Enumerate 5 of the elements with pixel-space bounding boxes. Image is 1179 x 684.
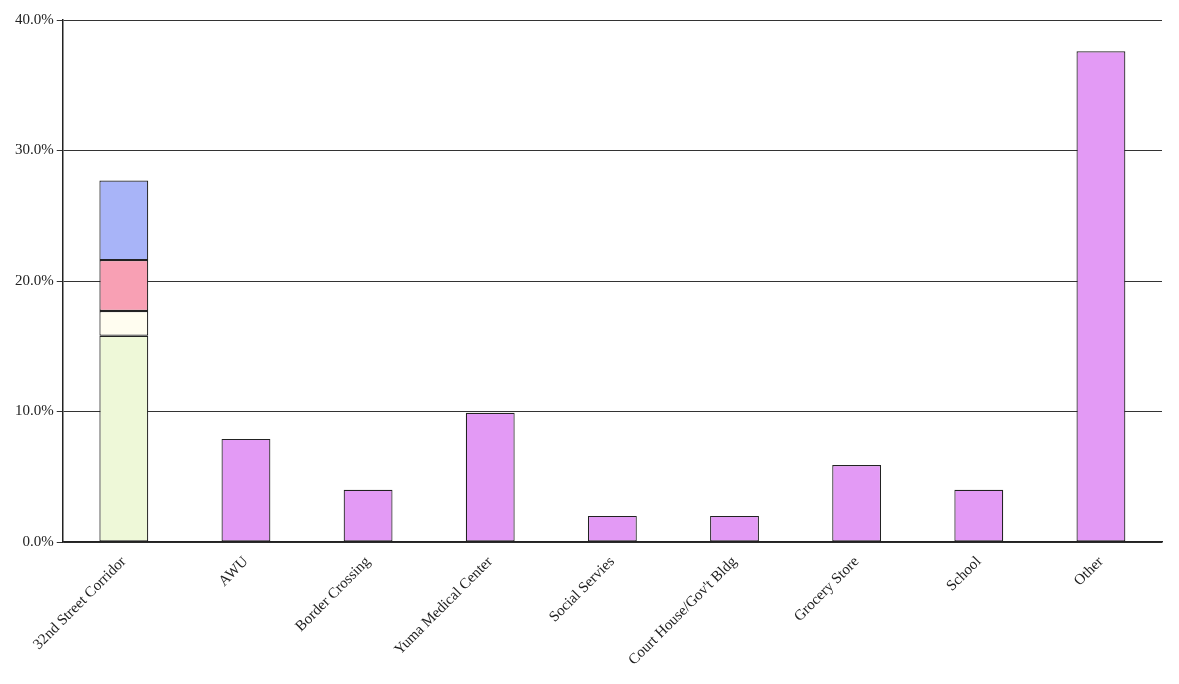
y-tick-label: 30.0%: [15, 141, 54, 158]
y-tick-label: 20.0%: [15, 271, 54, 288]
y-tick-label: 10.0%: [15, 402, 54, 419]
y-tick-label: 0.0%: [22, 532, 54, 549]
y-tick-label: 40.0%: [15, 10, 54, 27]
